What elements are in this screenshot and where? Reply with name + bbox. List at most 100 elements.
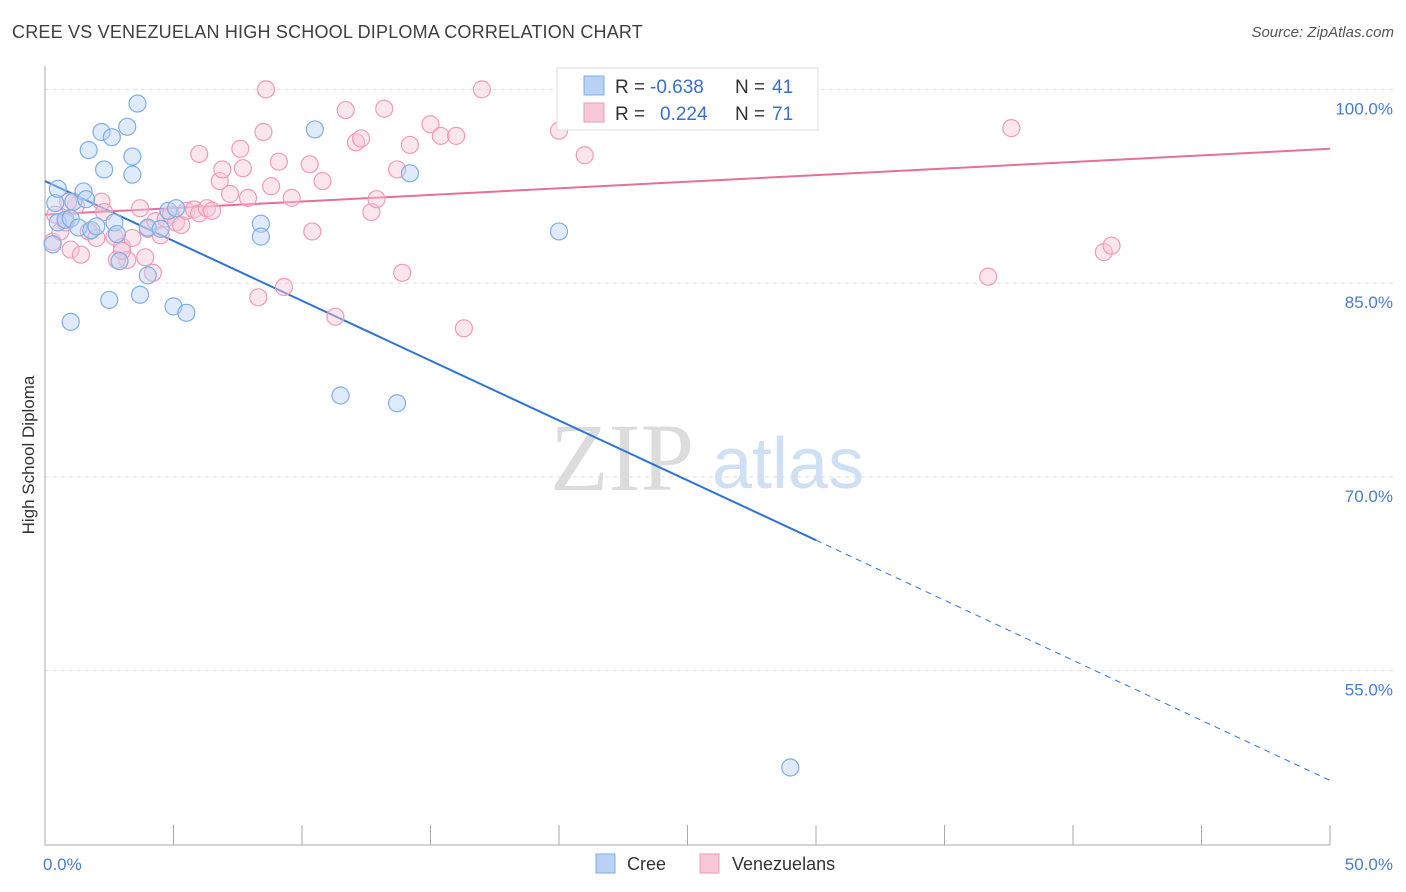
- venezuelans-points: [43, 80, 1121, 338]
- legend-cree-r-label: R =: [615, 77, 645, 98]
- venezuelans-point: [300, 155, 319, 174]
- cree-point: [123, 165, 142, 184]
- venezuelans-point: [454, 319, 474, 338]
- legend-cree-swatch: [583, 75, 605, 96]
- cree-point: [138, 266, 157, 285]
- venezuelans-trend-solid: [44, 147, 1331, 216]
- venezuelans-point: [979, 267, 998, 286]
- cree-points: [43, 94, 800, 777]
- venezuelans-point: [238, 188, 258, 207]
- y-tick-label: 85.0%: [1345, 293, 1393, 312]
- cree-point: [107, 224, 127, 244]
- series-legend: Cree Venezuelans: [595, 853, 835, 874]
- venezuelans-point: [118, 250, 137, 269]
- legend-ven-n-label: N =: [735, 104, 765, 125]
- cree-point: [102, 128, 121, 147]
- cree-point: [61, 312, 80, 331]
- cree-point: [43, 235, 62, 254]
- venezuelans-point: [143, 263, 163, 282]
- x-tick-label-min: 0.0%: [43, 855, 82, 874]
- venezuelans-trend: [44, 147, 1331, 216]
- y-tick-label: 100.0%: [1335, 99, 1393, 118]
- bottom-legend-cree-swatch: [595, 853, 616, 874]
- cree-point: [130, 285, 150, 304]
- cree-point: [251, 214, 270, 233]
- cree-point: [151, 219, 170, 238]
- venezuelans-point: [256, 80, 276, 99]
- cree-point: [123, 147, 142, 166]
- venezuelans-point: [352, 129, 371, 148]
- venezuelans-point: [575, 146, 594, 165]
- venezuelans-point: [1102, 236, 1121, 255]
- venezuelans-point: [213, 160, 232, 179]
- cree-point: [400, 164, 420, 183]
- cree-point: [177, 303, 196, 322]
- venezuelans-point: [269, 152, 288, 171]
- cree-point: [110, 252, 129, 271]
- watermark-atlas: atlas: [712, 424, 864, 504]
- venezuelans-point: [336, 100, 355, 120]
- cree-point: [77, 190, 96, 209]
- cree-trend-solid: [44, 180, 817, 542]
- cree-point: [251, 227, 270, 246]
- cree-trend: [44, 180, 1331, 781]
- legend-cree-r-value: -0.638: [650, 77, 704, 98]
- cree-point: [95, 160, 114, 179]
- venezuelans-point: [172, 215, 191, 235]
- venezuelans-point: [431, 126, 450, 145]
- venezuelans-point: [421, 115, 440, 134]
- legend-ven-r-value: 0.224: [660, 104, 708, 125]
- bottom-legend-ven-swatch: [699, 853, 720, 874]
- venezuelans-point: [233, 159, 252, 178]
- cree-point: [87, 217, 106, 236]
- venezuelans-point: [210, 171, 229, 191]
- cree-point: [92, 122, 111, 142]
- venezuelans-point: [282, 188, 301, 207]
- venezuelans-point: [71, 245, 91, 264]
- venezuelans-point: [274, 277, 294, 297]
- cree-point: [305, 120, 324, 139]
- legend-ven-r-label: R =: [615, 104, 645, 125]
- venezuelans-point: [303, 222, 322, 241]
- venezuelans-point: [367, 190, 386, 209]
- venezuelans-point: [313, 171, 332, 191]
- watermark-zip: ZIP: [550, 404, 694, 511]
- venezuelans-point: [61, 240, 80, 259]
- venezuelans-point: [400, 135, 420, 155]
- venezuelans-point: [190, 144, 209, 164]
- cree-point: [387, 394, 407, 413]
- stats-legend: R = -0.638 N = 41 R = 0.224 N = 71: [556, 67, 819, 131]
- venezuelans-point: [231, 139, 250, 158]
- source-label: Source: ZipAtlas.com: [1251, 24, 1394, 41]
- cree-point: [100, 290, 119, 310]
- bottom-legend-ven-label: Venezuelans: [732, 854, 835, 874]
- cree-point: [79, 140, 98, 160]
- venezuelans-point: [197, 199, 217, 218]
- cree-trend-dashed: [815, 539, 1331, 781]
- cree-point: [105, 213, 124, 232]
- y-axis-title: High School Diploma: [19, 375, 38, 534]
- x-tick-label-max: 50.0%: [1345, 855, 1393, 874]
- venezuelans-point: [202, 201, 222, 220]
- venezuelans-point: [472, 80, 491, 99]
- legend-cree-n-label: N =: [735, 77, 765, 98]
- axes: [44, 66, 1331, 846]
- legend-cree-n-value: 41: [772, 77, 793, 98]
- venezuelans-point: [249, 288, 268, 307]
- venezuelans-point: [326, 307, 345, 326]
- venezuelans-point: [393, 263, 412, 282]
- venezuelans-point: [375, 99, 394, 118]
- cree-point: [118, 117, 137, 136]
- chart-title: CREE VS VENEZUELAN HIGH SCHOOL DIPLOMA C…: [12, 22, 643, 42]
- venezuelans-point: [130, 199, 150, 218]
- venezuelans-point: [136, 248, 155, 267]
- venezuelans-point: [447, 126, 466, 145]
- watermark: ZIP atlas: [550, 404, 864, 511]
- cree-point: [46, 193, 65, 213]
- cree-point: [128, 94, 147, 113]
- venezuelans-point: [1002, 119, 1021, 138]
- y-tick-label: 55.0%: [1345, 681, 1393, 700]
- venezuelans-point: [220, 184, 240, 204]
- legend-ven-swatch: [583, 102, 605, 123]
